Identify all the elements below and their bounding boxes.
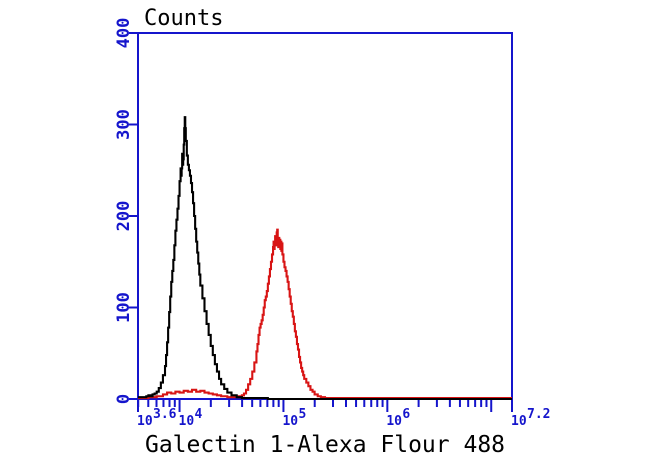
y-tick-label: 100 [114, 292, 134, 323]
x-tick-base: 10 [282, 414, 298, 429]
x-tick-label: 10 7.2 [511, 407, 550, 429]
y-axis-tick-labels: 0 100 200 300 400 [114, 18, 134, 404]
x-tick-exponent: 6 [402, 407, 410, 422]
x-tick-label: 10 4 [179, 407, 203, 429]
x-tick-exponent: 4 [195, 407, 203, 422]
x-tick-label: 10 6 [386, 407, 410, 429]
x-tick-base: 10 [511, 414, 527, 429]
series-line-sample [138, 228, 512, 400]
x-tick-base: 10 [179, 414, 195, 429]
x-tick-exponent: 3.6 [153, 407, 177, 422]
x-tick-exponent: 5 [298, 407, 306, 422]
series-line-control [138, 116, 512, 401]
y-axis-ticks [129, 32, 138, 400]
x-tick-base: 10 [386, 414, 402, 429]
x-tick-exponent: 7.2 [527, 407, 550, 422]
plot-title: Counts [144, 6, 223, 31]
x-axis-title: Galectin 1-Alexa Flour 488 [145, 432, 505, 458]
x-tick-label: 10 3.6 [137, 407, 177, 429]
x-tick-label: 10 5 [282, 407, 306, 429]
y-tick-label: 200 [114, 201, 134, 232]
y-tick-label: 0 [114, 394, 134, 404]
x-axis-tick-labels: 10 3.6 10 4 10 5 10 6 10 7.2 [137, 407, 550, 429]
x-tick-base: 10 [137, 414, 153, 429]
y-tick-label: 300 [114, 109, 134, 140]
x-axis-ticks [137, 399, 513, 412]
y-tick-label: 400 [114, 18, 134, 49]
